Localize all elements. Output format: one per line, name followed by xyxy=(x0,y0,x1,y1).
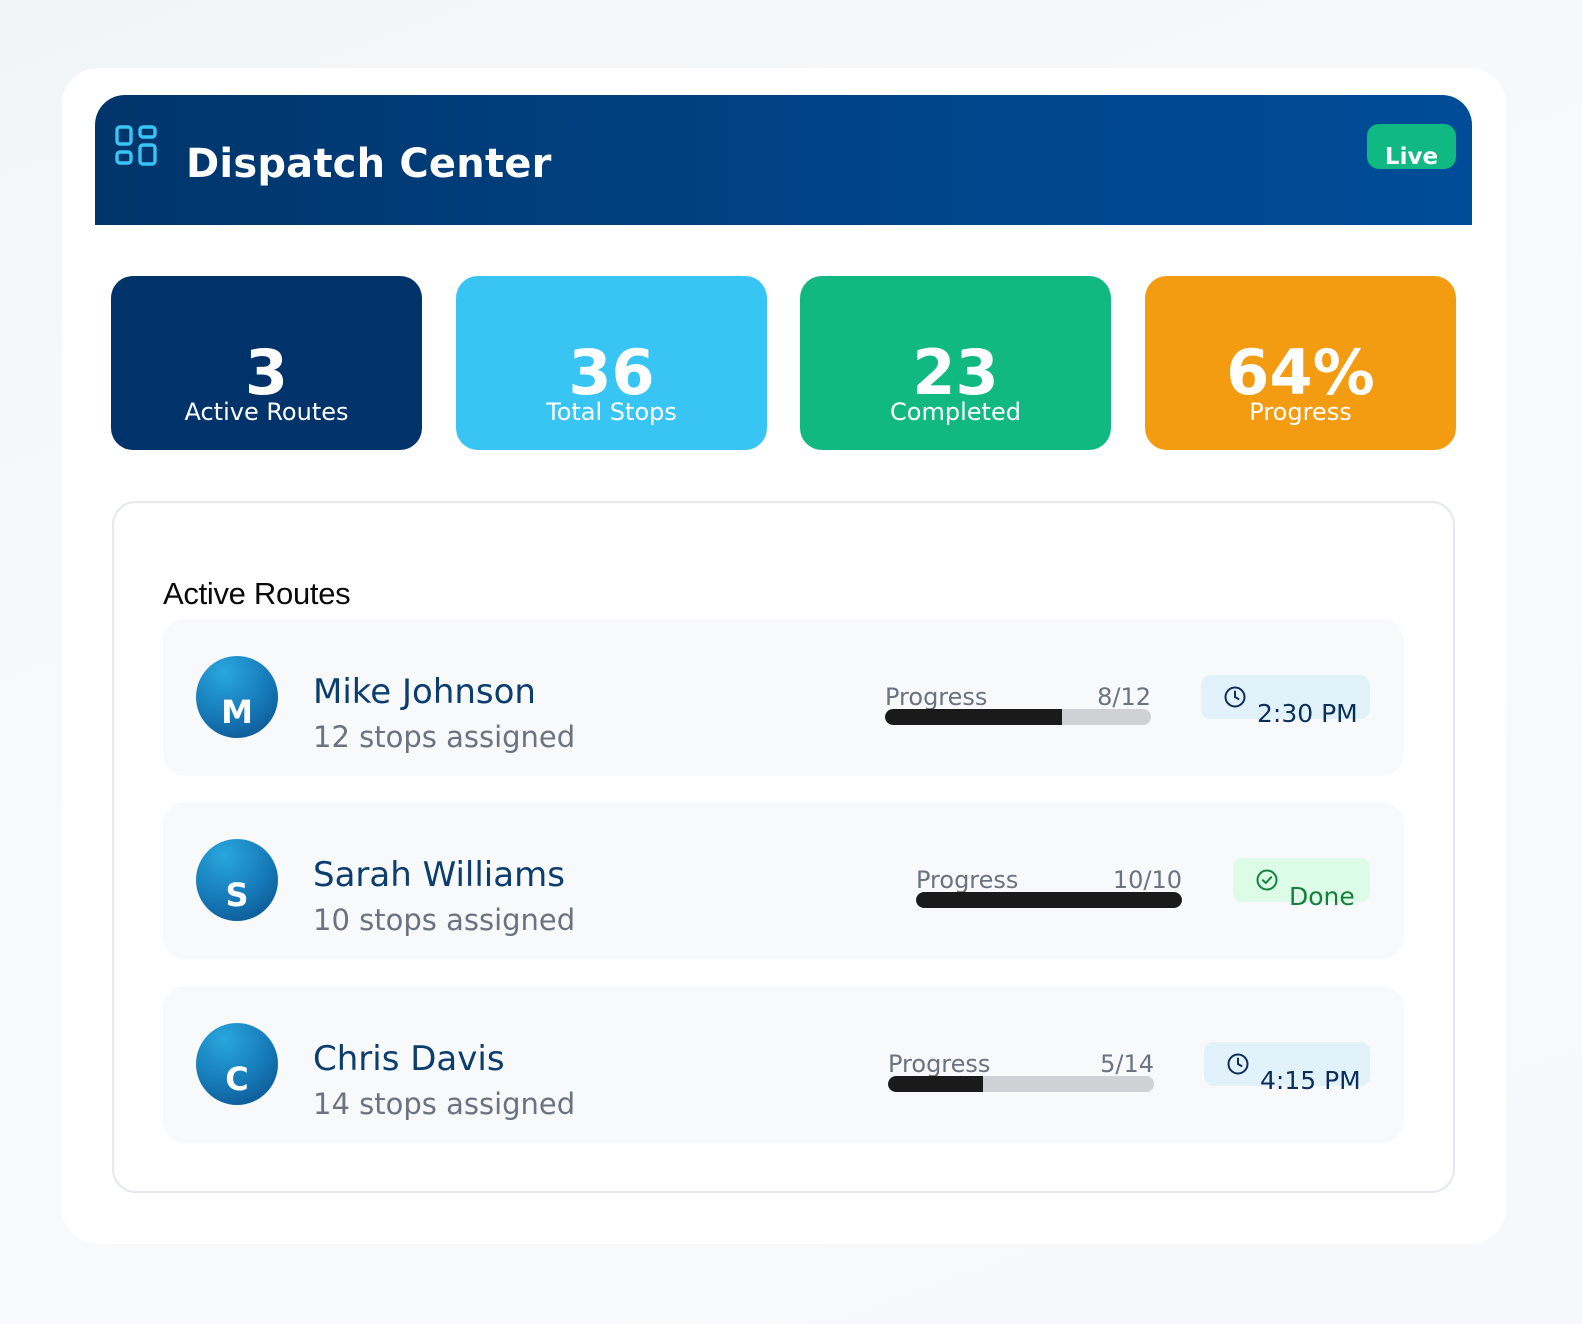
clock-icon xyxy=(1224,686,1246,708)
stat-label: Total Stops xyxy=(546,398,677,426)
routes-panel-title: Active Routes xyxy=(163,576,351,611)
route-progress: Progress 8/12 xyxy=(885,685,1151,725)
done-badge: Done xyxy=(1233,858,1370,909)
avatar: C xyxy=(196,1023,278,1105)
progress-count: 5/14 xyxy=(1100,1050,1154,1078)
grid-icon[interactable] xyxy=(115,125,157,167)
stat-label: Progress xyxy=(1249,398,1352,426)
eta-badge: 2:30 PM xyxy=(1201,675,1370,726)
progress-track xyxy=(885,709,1151,725)
progress-count: 8/12 xyxy=(1097,683,1151,711)
stat-card-progress: 64% Progress xyxy=(1145,276,1456,450)
route-progress: Progress 5/14 xyxy=(888,1052,1154,1092)
stops-assigned: 14 stops assigned xyxy=(313,1087,576,1121)
progress-label: Progress xyxy=(888,1050,991,1078)
progress-count: 10/10 xyxy=(1112,866,1182,894)
stops-assigned: 10 stops assigned xyxy=(313,903,576,937)
stat-card-total-stops: 36 Total Stops xyxy=(456,276,767,450)
stat-card-completed: 23 Completed xyxy=(800,276,1111,450)
stat-label: Active Routes xyxy=(184,398,349,426)
eta-time: 4:15 PM xyxy=(1260,1066,1361,1095)
driver-name: Chris Davis xyxy=(313,1039,505,1079)
stops-assigned: 12 stops assigned xyxy=(313,720,576,754)
route-row-chris-davis[interactable]: C Chris Davis 14 stops assigned Progress… xyxy=(163,986,1404,1143)
done-text: Done xyxy=(1289,882,1355,911)
stat-label: Completed xyxy=(890,398,1021,426)
progress-label: Progress xyxy=(916,866,1019,894)
eta-badge: 4:15 PM xyxy=(1204,1042,1370,1093)
progress-track xyxy=(916,892,1182,908)
progress-fill xyxy=(916,892,1182,908)
stat-value: 64% xyxy=(1226,336,1375,409)
route-progress: Progress 10/10 xyxy=(916,868,1182,908)
stat-value: 3 xyxy=(244,336,289,409)
avatar: S xyxy=(196,839,278,921)
driver-name: Mike Johnson xyxy=(313,672,536,712)
driver-name: Sarah Williams xyxy=(313,855,565,895)
page-title: Dispatch Center xyxy=(186,141,552,187)
route-row-sarah-williams[interactable]: S Sarah Williams 10 stops assigned Progr… xyxy=(163,802,1404,959)
stat-card-active-routes: 3 Active Routes xyxy=(111,276,422,450)
live-status-badge: Live xyxy=(1367,124,1456,169)
check-circle-icon xyxy=(1256,869,1278,891)
avatar: M xyxy=(196,656,278,738)
stat-value: 23 xyxy=(912,336,999,409)
progress-fill xyxy=(888,1076,983,1092)
eta-time: 2:30 PM xyxy=(1257,699,1358,728)
clock-icon xyxy=(1227,1053,1249,1075)
app-header: Dispatch Center Live xyxy=(95,95,1472,225)
progress-label: Progress xyxy=(885,683,988,711)
route-row-mike-johnson[interactable]: M Mike Johnson 12 stops assigned Progres… xyxy=(163,619,1404,776)
stat-value: 36 xyxy=(568,336,655,409)
progress-fill xyxy=(885,709,1063,725)
progress-track xyxy=(888,1076,1154,1092)
